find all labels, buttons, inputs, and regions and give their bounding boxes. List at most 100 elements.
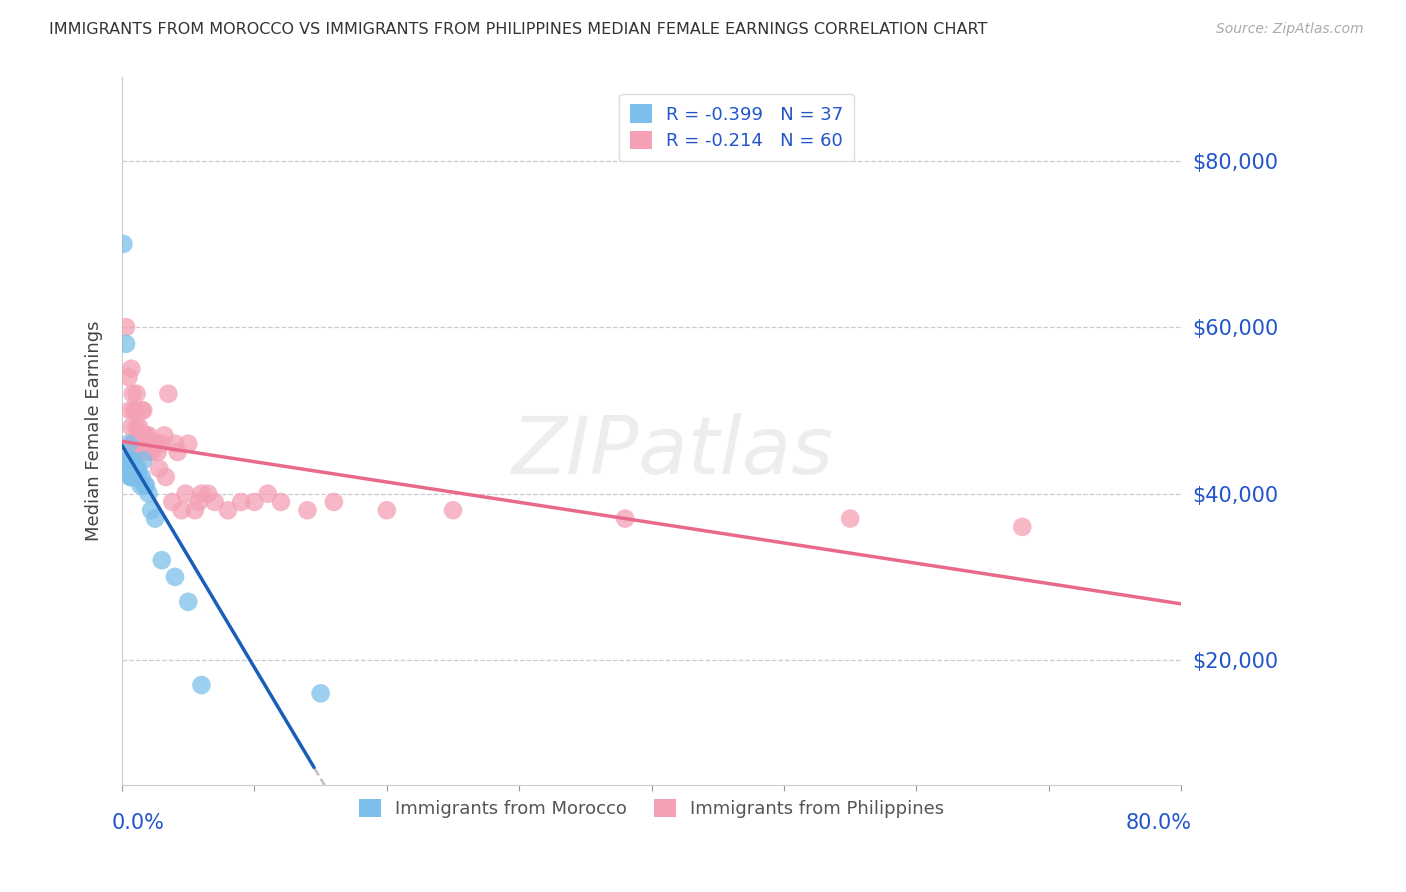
Point <box>120 453 142 467</box>
Point <box>125 420 148 434</box>
Point <box>163 436 186 450</box>
Text: Source: ZipAtlas.com: Source: ZipAtlas.com <box>1216 22 1364 37</box>
Point <box>122 461 145 475</box>
Point <box>170 503 193 517</box>
Point <box>129 436 152 450</box>
Point <box>125 461 148 475</box>
Point <box>127 428 149 442</box>
Point <box>162 495 184 509</box>
Point <box>121 470 143 484</box>
Point <box>231 495 253 509</box>
Point <box>141 445 163 459</box>
Point <box>166 445 188 459</box>
Point <box>121 453 143 467</box>
Point <box>125 470 148 484</box>
Point <box>138 428 160 442</box>
Point <box>131 403 153 417</box>
Point <box>117 461 139 475</box>
Point <box>441 503 464 517</box>
Point <box>270 495 292 509</box>
Point <box>614 511 637 525</box>
Point <box>243 495 266 509</box>
Point <box>153 428 176 442</box>
Point <box>122 436 145 450</box>
Point <box>297 503 319 517</box>
Point <box>128 436 150 450</box>
Text: ZIPatlas: ZIPatlas <box>512 413 834 491</box>
Point <box>129 478 152 492</box>
Point <box>190 486 212 500</box>
Point <box>121 386 143 401</box>
Point <box>115 336 138 351</box>
Point <box>217 503 239 517</box>
Point <box>141 436 163 450</box>
Point <box>143 436 166 450</box>
Point <box>139 445 162 459</box>
Point <box>138 486 160 500</box>
Point <box>157 386 180 401</box>
Text: IMMIGRANTS FROM MOROCCO VS IMMIGRANTS FROM PHILIPPINES MEDIAN FEMALE EARNINGS CO: IMMIGRANTS FROM MOROCCO VS IMMIGRANTS FR… <box>49 22 987 37</box>
Point <box>125 386 148 401</box>
Point <box>120 420 142 434</box>
Point <box>134 478 156 492</box>
Point <box>134 445 156 459</box>
Point <box>124 403 146 417</box>
Point <box>124 461 146 475</box>
Point <box>177 436 200 450</box>
Point <box>136 436 159 450</box>
Y-axis label: Median Female Earnings: Median Female Earnings <box>86 321 103 541</box>
Point <box>839 511 862 525</box>
Point <box>145 436 167 450</box>
Point <box>187 495 209 509</box>
Point <box>122 403 145 417</box>
Point <box>121 461 143 475</box>
Point <box>128 470 150 484</box>
Point <box>118 461 141 475</box>
Point <box>128 420 150 434</box>
Point <box>190 678 212 692</box>
Point <box>120 461 142 475</box>
Point <box>112 236 135 251</box>
Point <box>121 436 143 450</box>
Point <box>148 461 170 475</box>
Point <box>135 428 157 442</box>
Point <box>197 486 219 500</box>
Point <box>118 370 141 384</box>
Point <box>127 461 149 475</box>
Point <box>143 511 166 525</box>
Point <box>135 478 157 492</box>
Point <box>174 486 197 500</box>
Point <box>118 403 141 417</box>
Text: 80.0%: 80.0% <box>1126 814 1192 833</box>
Point <box>375 503 398 517</box>
Point <box>155 470 177 484</box>
Point <box>204 495 226 509</box>
Point <box>177 595 200 609</box>
Legend: Immigrants from Morocco, Immigrants from Philippines: Immigrants from Morocco, Immigrants from… <box>352 791 952 825</box>
Point <box>256 486 278 500</box>
Point <box>120 361 142 376</box>
Point <box>1011 520 1033 534</box>
Point <box>117 453 139 467</box>
Point <box>118 453 141 467</box>
Point <box>141 503 163 517</box>
Point <box>124 436 146 450</box>
Point <box>127 445 149 459</box>
Point <box>146 445 169 459</box>
Point <box>150 436 173 450</box>
Point <box>309 686 332 700</box>
Point <box>150 553 173 567</box>
Point <box>131 436 153 450</box>
Point <box>115 320 138 334</box>
Point <box>118 470 141 484</box>
Point <box>124 470 146 484</box>
Point <box>131 470 153 484</box>
Point <box>184 503 207 517</box>
Point <box>118 436 141 450</box>
Text: 0.0%: 0.0% <box>111 814 165 833</box>
Point <box>122 470 145 484</box>
Point <box>120 470 142 484</box>
Point <box>118 453 141 467</box>
Point <box>134 428 156 442</box>
Point <box>114 461 136 475</box>
